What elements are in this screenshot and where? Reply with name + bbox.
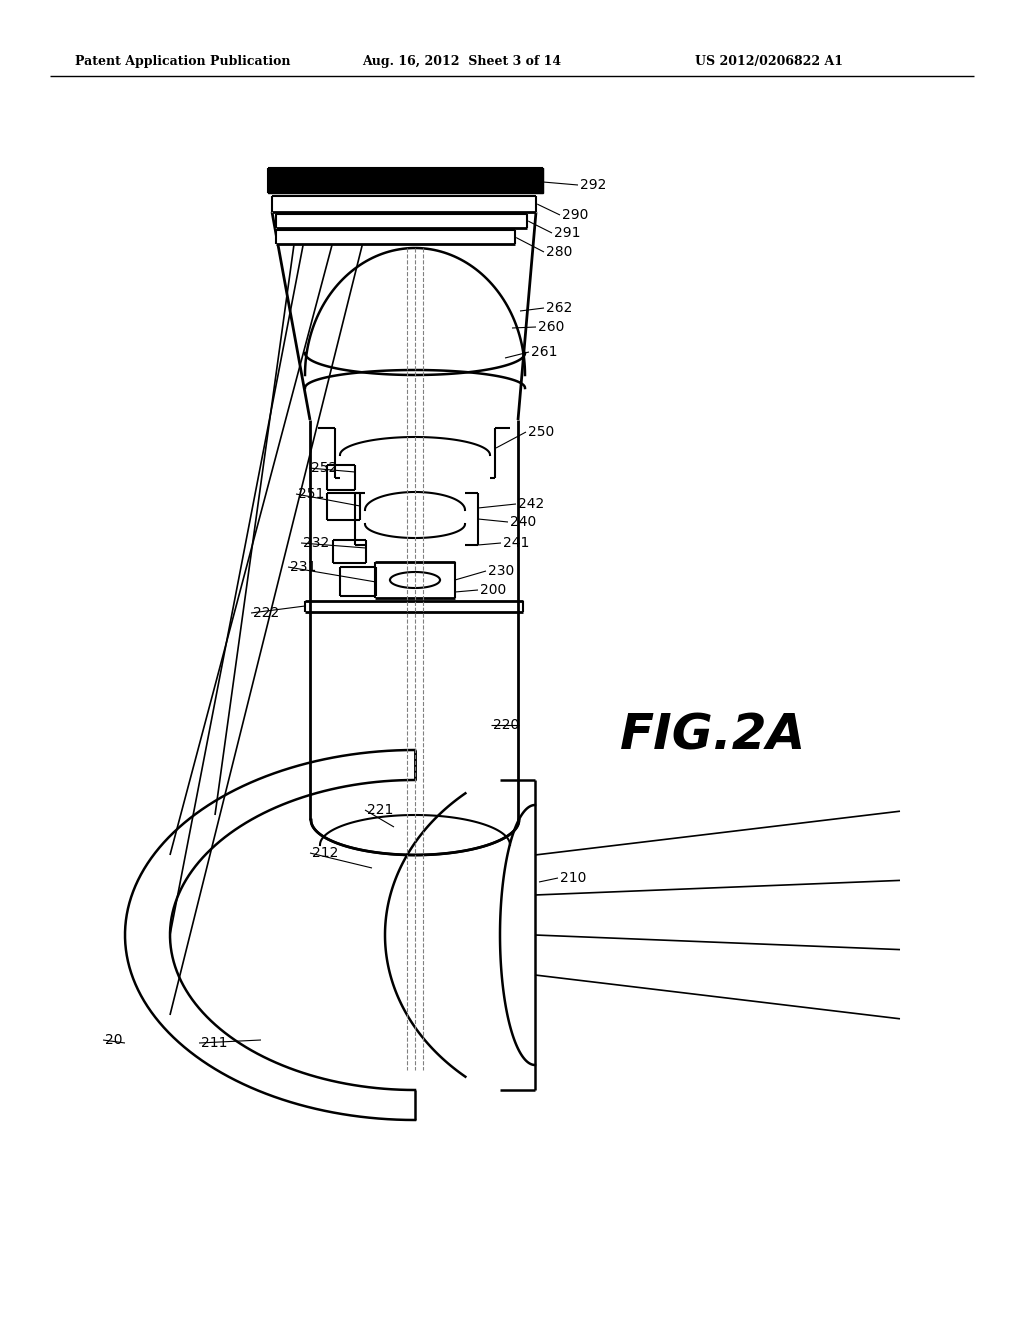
Text: 232: 232 <box>303 536 330 550</box>
Text: 221: 221 <box>367 803 393 817</box>
Text: 200: 200 <box>480 583 506 597</box>
Polygon shape <box>276 230 515 244</box>
Text: 260: 260 <box>538 319 564 334</box>
Text: 250: 250 <box>528 425 554 440</box>
Text: US 2012/0206822 A1: US 2012/0206822 A1 <box>695 55 843 69</box>
Text: 292: 292 <box>580 178 606 191</box>
Text: 230: 230 <box>488 564 514 578</box>
Polygon shape <box>276 214 527 228</box>
Polygon shape <box>272 195 536 213</box>
Text: 211: 211 <box>201 1036 227 1049</box>
Text: Patent Application Publication: Patent Application Publication <box>75 55 291 69</box>
Text: 241: 241 <box>503 536 529 550</box>
Polygon shape <box>268 168 543 193</box>
Text: 261: 261 <box>531 345 557 359</box>
Text: 231: 231 <box>290 560 316 574</box>
Text: 251: 251 <box>298 487 325 502</box>
Text: Aug. 16, 2012  Sheet 3 of 14: Aug. 16, 2012 Sheet 3 of 14 <box>362 55 561 69</box>
Text: 252: 252 <box>311 461 337 475</box>
Text: 220: 220 <box>493 718 519 733</box>
Text: 210: 210 <box>560 871 587 884</box>
Text: 262: 262 <box>546 301 572 315</box>
Text: 222: 222 <box>253 606 280 620</box>
Text: 212: 212 <box>312 846 338 861</box>
Text: 20: 20 <box>105 1034 123 1047</box>
Text: 240: 240 <box>510 515 537 529</box>
Text: 280: 280 <box>546 246 572 259</box>
Text: 290: 290 <box>562 209 589 222</box>
Text: FIG.2A: FIG.2A <box>620 711 806 759</box>
Text: 242: 242 <box>518 498 544 511</box>
Text: 291: 291 <box>554 226 581 240</box>
